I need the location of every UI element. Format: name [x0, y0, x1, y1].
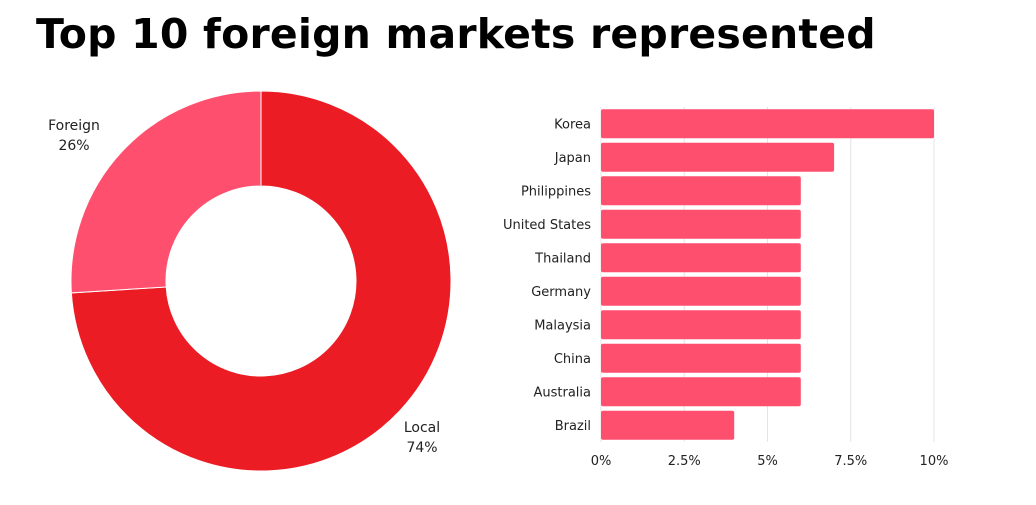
slice-value-foreign: 26% — [58, 138, 89, 154]
bar-japan — [601, 142, 835, 172]
slice-value-local: 74% — [406, 440, 437, 456]
category-label-thailand: Thailand — [534, 251, 591, 266]
category-label-philippines: Philippines — [521, 184, 591, 199]
slice-label-foreign: Foreign — [48, 118, 100, 134]
x-tick-label-3: 7.5% — [834, 454, 867, 469]
x-tick-label-2: 5% — [757, 454, 778, 469]
x-tick-label-0: 0% — [591, 454, 612, 469]
page-title: Top 10 foreign markets represented — [36, 10, 876, 58]
category-label-australia: Australia — [533, 385, 591, 400]
bar-united-states — [601, 209, 801, 239]
category-label-united-states: United States — [503, 218, 591, 233]
bar-chart: Korea Japan Philippines United States Thaila… — [503, 107, 949, 469]
x-tick-label-4: 10% — [920, 454, 949, 469]
donut-slice-foreign — [70, 90, 262, 294]
category-label-japan: Japan — [554, 151, 591, 166]
category-label-korea: Korea — [554, 117, 591, 132]
bar-philippines — [601, 176, 801, 206]
bar-malaysia — [601, 310, 801, 340]
bar-china — [601, 343, 801, 373]
category-label-brazil: Brazil — [555, 419, 591, 434]
slice-label-local: Local — [404, 420, 440, 436]
bar-thailand — [601, 243, 801, 273]
bar-korea — [601, 109, 934, 139]
category-label-china: China — [554, 352, 591, 367]
donut-slice-local — [70, 90, 452, 472]
bar-brazil — [601, 410, 735, 440]
bar-germany — [601, 276, 801, 306]
category-label-malaysia: Malaysia — [534, 318, 591, 333]
x-tick-label-1: 2.5% — [668, 454, 701, 469]
donut-chart: Local 74% Foreign 26% — [48, 90, 452, 472]
category-label-germany: Germany — [531, 285, 591, 300]
bar-australia — [601, 377, 801, 407]
